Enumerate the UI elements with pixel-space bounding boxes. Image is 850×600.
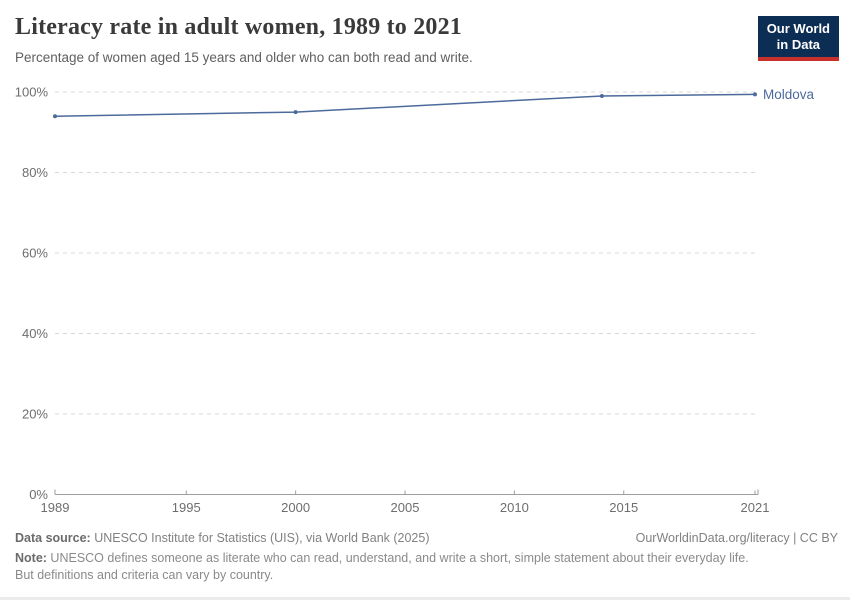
- note-label: Note:: [15, 551, 47, 565]
- x-tick-label: 2005: [391, 500, 420, 515]
- y-tick-label: 40%: [22, 326, 48, 341]
- owid-logo-line1: Our World: [766, 21, 830, 36]
- chart-footer: Data source: UNESCO Institute for Statis…: [15, 531, 838, 584]
- license-link[interactable]: OurWorldinData.org/literacy | CC BY: [635, 531, 838, 545]
- y-tick-label: 100%: [15, 85, 49, 100]
- series-line[interactable]: [54, 93, 756, 117]
- owid-logo-line2: in Data: [776, 37, 821, 52]
- x-tick-label: 2000: [281, 500, 310, 515]
- series-entity-label[interactable]: Moldova: [763, 87, 815, 102]
- chart-subtitle: Percentage of women aged 15 years and ol…: [15, 50, 473, 65]
- chart-title: Literacy rate in adult women, 1989 to 20…: [15, 14, 463, 40]
- bottom-divider: [0, 597, 850, 600]
- data-point[interactable]: [599, 94, 604, 98]
- x-tick-label: 2021: [741, 500, 770, 515]
- x-tick-label: 1989: [41, 500, 70, 515]
- data-source-label: Data source:: [15, 531, 91, 545]
- y-tick-label: 20%: [22, 407, 48, 422]
- x-tick-label: 2015: [609, 500, 638, 515]
- data-point[interactable]: [293, 110, 298, 115]
- data-point[interactable]: [753, 92, 757, 97]
- y-tick-label: 80%: [22, 165, 48, 180]
- data-point[interactable]: [53, 114, 57, 119]
- x-tick-label: 1995: [172, 500, 201, 515]
- data-source-text: Data source: UNESCO Institute for Statis…: [15, 531, 430, 545]
- data-source-value: UNESCO Institute for Statistics (UIS), v…: [90, 531, 430, 545]
- note-text: UNESCO defines someone as literate who c…: [15, 551, 749, 582]
- y-tick-label: 0%: [29, 487, 48, 502]
- y-tick-label: 60%: [22, 246, 48, 261]
- owid-logo[interactable]: Our World in Data: [757, 16, 839, 61]
- x-tick-label: 2010: [500, 500, 529, 515]
